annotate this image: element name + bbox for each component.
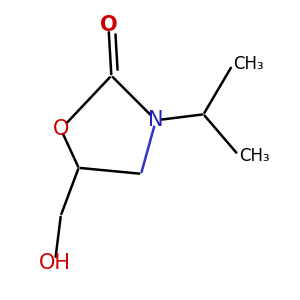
Text: O: O xyxy=(100,15,117,35)
Text: O: O xyxy=(52,119,69,139)
Text: CH₃: CH₃ xyxy=(233,55,264,73)
Text: N: N xyxy=(148,110,164,130)
Text: OH: OH xyxy=(39,253,71,273)
Text: CH₃: CH₃ xyxy=(239,147,270,165)
